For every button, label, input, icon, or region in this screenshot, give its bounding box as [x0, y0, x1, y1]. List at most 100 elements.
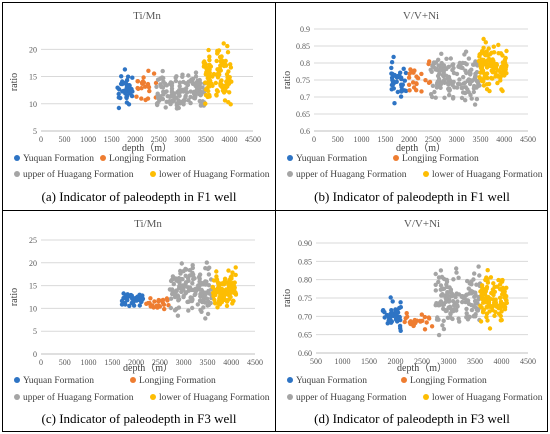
series-upper-huagang	[154, 68, 207, 111]
x-tick-label: 0	[312, 135, 316, 144]
data-point	[415, 76, 421, 81]
data-point	[207, 94, 212, 99]
legend-item-lower-huagang: lower of Huagang Formation	[423, 169, 543, 180]
data-point	[455, 303, 460, 308]
data-point	[461, 74, 466, 80]
data-point	[168, 296, 174, 301]
data-point	[188, 100, 193, 106]
data-point	[438, 67, 443, 72]
data-point	[474, 282, 479, 287]
data-point	[167, 81, 173, 87]
data-point	[190, 265, 195, 271]
data-point	[432, 89, 437, 95]
data-point	[139, 86, 144, 91]
data-point	[168, 278, 174, 284]
data-point	[441, 326, 447, 332]
data-point	[406, 82, 412, 88]
data-point	[389, 65, 394, 71]
data-point	[444, 56, 449, 61]
data-point	[168, 101, 173, 107]
data-point	[167, 94, 172, 100]
data-point	[419, 71, 424, 77]
data-point	[164, 296, 170, 301]
data-point	[404, 311, 409, 316]
data-point	[483, 49, 488, 55]
data-point	[430, 83, 436, 89]
data-point	[116, 95, 122, 100]
data-point	[205, 311, 211, 317]
data-point	[221, 41, 226, 46]
data-point	[483, 40, 488, 45]
data-point	[177, 80, 183, 85]
data-point	[464, 70, 469, 76]
data-point	[208, 300, 213, 306]
data-point	[207, 72, 212, 78]
data-point	[478, 63, 483, 68]
y-tick-label: 5	[33, 127, 37, 136]
data-point	[480, 285, 485, 291]
data-point	[439, 51, 444, 56]
legend-label: lower of Huagang Formation	[159, 392, 270, 403]
data-point	[490, 61, 495, 66]
legend-label: upper of Huagang Formation	[296, 392, 407, 403]
data-point	[457, 82, 463, 87]
data-point	[208, 64, 214, 69]
data-point	[438, 283, 444, 288]
data-point	[210, 284, 215, 290]
data-point	[190, 297, 195, 302]
data-point	[201, 294, 206, 300]
data-point	[216, 48, 222, 53]
data-point	[148, 296, 153, 301]
legend-label: Longjing Formation	[402, 154, 479, 164]
data-point	[503, 55, 508, 61]
data-point	[219, 62, 224, 68]
caption-c: (c) Indicator of paleodepth in F3 well	[41, 411, 237, 426]
data-point	[436, 332, 442, 338]
data-point	[202, 59, 207, 64]
x-tick-label: 3000	[441, 357, 457, 366]
data-point	[119, 74, 124, 79]
data-point	[215, 305, 220, 310]
data-point	[399, 76, 404, 82]
data-point	[219, 78, 224, 83]
data-point	[465, 298, 471, 303]
data-point	[204, 296, 210, 301]
data-point	[476, 297, 481, 302]
y-tick-label: 25	[29, 236, 37, 245]
data-point	[492, 313, 497, 318]
data-point	[190, 281, 195, 286]
y-axis-label: ratio	[282, 71, 293, 89]
series-yuquan	[389, 54, 409, 106]
data-point	[490, 76, 495, 81]
data-point	[203, 316, 208, 321]
legend-label: upper of Huagang Formation	[23, 392, 134, 403]
data-point	[197, 80, 202, 86]
data-point	[218, 68, 223, 73]
caption-a: (a) Indicator of paleodepth in F1 well	[41, 189, 237, 204]
data-point	[472, 271, 477, 276]
chart-title: Ti/Mn	[133, 10, 161, 22]
data-point	[460, 85, 465, 90]
data-point	[476, 264, 481, 269]
data-point	[465, 87, 470, 92]
data-point	[222, 98, 228, 103]
series-lower-huagang	[210, 265, 239, 310]
data-point	[474, 70, 480, 75]
data-point	[150, 303, 155, 308]
legend-marker	[423, 171, 429, 177]
data-point	[217, 296, 222, 301]
data-point	[504, 294, 509, 299]
y-tick-label: 0	[33, 350, 37, 359]
data-point	[198, 298, 203, 304]
data-point	[205, 303, 210, 308]
data-point	[137, 303, 142, 308]
series-upper-huagang	[433, 264, 483, 338]
data-point	[497, 282, 503, 287]
legend-marker	[287, 155, 293, 161]
data-point	[194, 87, 200, 93]
data-point	[434, 82, 440, 87]
legend-item-longjing: Longjing Formation	[130, 376, 216, 386]
x-tick-label: 500	[59, 135, 71, 144]
data-point	[389, 87, 394, 92]
data-point	[223, 291, 229, 296]
